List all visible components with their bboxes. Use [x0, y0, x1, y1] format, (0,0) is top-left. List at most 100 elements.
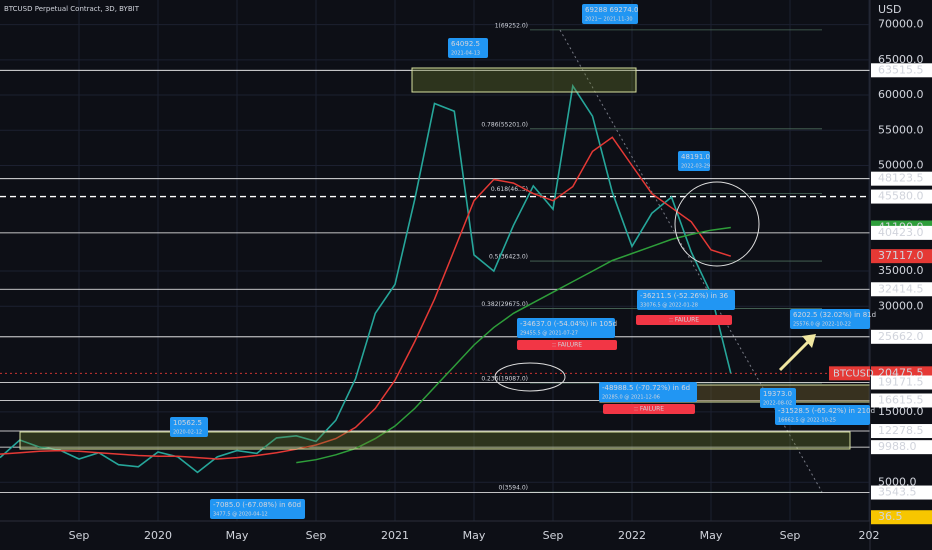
annotation-text: -36211.5 (-52.26%) in 36 [640, 292, 729, 300]
fib-label: 0.618(46..5) [491, 186, 528, 193]
price-badge [871, 329, 932, 344]
y-tick-label: 60000.0 [878, 88, 924, 101]
price-badge-label: 9988.0 [878, 440, 917, 453]
zone [19, 431, 851, 450]
axis-title: USD [878, 3, 902, 16]
price-badge-label: 48123.5 [878, 172, 924, 185]
price-badge-label: 3543.5 [878, 486, 917, 499]
annotation-box [170, 417, 208, 437]
annotation-box [582, 4, 638, 24]
plot: 1(69252.0) 0.786(55201.0) 0.618(46..5) 0.5(… [0, 0, 870, 521]
arrow-head [802, 334, 816, 348]
annotation-box [448, 38, 488, 58]
symbol-badge [829, 366, 870, 381]
price-badge [871, 189, 932, 204]
annotation-subtext: 2022-08-02 [763, 401, 792, 407]
annotation-box [760, 388, 796, 408]
annotation-box [775, 405, 870, 425]
series-line [0, 83, 732, 474]
annotation-text: 6202.5 (32.02%) in 81d [793, 311, 876, 319]
y-tick-label: 50000.0 [878, 158, 924, 171]
annotation-subtext: 2022-03-29 [681, 164, 710, 170]
annotation-box [210, 499, 305, 519]
trend-line [559, 29, 823, 493]
price-badge-label: 37117.0 [878, 249, 924, 262]
annotation-box [678, 151, 710, 171]
price-badge [871, 249, 932, 264]
annotation-text: -7085.0 (-67.08%) in 60d [213, 501, 301, 509]
price-badge [871, 225, 932, 240]
x-tick-label: May [700, 529, 723, 542]
annotation-subtext: 29455.5 @ 2021-07-27 [520, 331, 578, 337]
price-badge [871, 510, 932, 525]
annotation-subtext: 2021~ 2021-11-30 [585, 17, 633, 23]
failure-tag-label: :: FAILURE [552, 342, 582, 349]
failure-tag-label: :: FAILURE [634, 406, 664, 413]
x-tick-label: 2022 [618, 529, 646, 542]
zone [411, 67, 637, 93]
price-badge [871, 393, 932, 408]
annotation-subtext: 25576.0 @ 2022-10-22 [793, 322, 851, 328]
price-badge-label: 63515.5 [878, 63, 924, 76]
fib-label: 0(3594.0) [499, 485, 529, 492]
failure-tag [636, 315, 732, 325]
series-line [0, 136, 732, 460]
x-tick-label: May [463, 529, 486, 542]
price-badge-label: 16615.5 [878, 393, 924, 406]
annotation-subtext: 20285.0 @ 2021-12-06 [602, 395, 660, 401]
x-tick-label: Sep [780, 529, 801, 542]
price-badge [871, 375, 932, 390]
annotation-subtext: 16662.5 @ 2022-10-25 [778, 418, 836, 424]
price-badge-label: 12278.5 [878, 424, 924, 437]
annotation-text: 64092.5 [451, 40, 480, 48]
arrow [778, 336, 814, 372]
annotation-box [517, 318, 615, 338]
annotation-box [790, 309, 870, 329]
chart-title: BTCUSD Perpetual Contract, 3D, BYBIT [4, 5, 140, 13]
y-tick-label: 15000.0 [878, 405, 924, 418]
x-tick-label: 202 [859, 529, 880, 542]
annotation-text: -34637.0 (-54.04%) in 105d [520, 320, 617, 328]
annotation-text: -48988.5 (-70.72%) in 6d [602, 384, 690, 392]
circle [674, 181, 760, 267]
ellipse [494, 362, 566, 392]
annotation-subtext: 3477.5 @ 2020-04-12 [213, 512, 268, 518]
series-line [296, 226, 731, 464]
failure-tag [603, 404, 695, 414]
price-badge [871, 63, 932, 78]
annotation-text: 48191.0 [681, 153, 710, 161]
price-badge [871, 485, 932, 500]
annotation-text: -31528.5 (-65.42%) in 210d [778, 407, 875, 415]
price-badge [871, 282, 932, 297]
x-tick-label: 2020 [144, 529, 172, 542]
price-badge-label: 19171.5 [878, 376, 924, 389]
y-tick-label: 35000.0 [878, 264, 924, 277]
fib-label: 0.5(36423.0) [489, 254, 528, 261]
price-badge-label: 45580.0 [878, 190, 924, 203]
x-tick-label: 2021 [381, 529, 409, 542]
price-badge [871, 171, 932, 186]
price-badge [871, 424, 932, 439]
annotation-text: 10562.5 [173, 419, 202, 427]
price-badge-label: 40423.0 [878, 226, 924, 239]
fib-label: 0.382(29675.0) [481, 301, 528, 308]
fib-label: 0.236(19087.0) [481, 376, 528, 383]
y-tick-label: 70000.0 [878, 18, 924, 31]
price-badge-label: 32414.5 [878, 282, 924, 295]
y-tick-label: 5000.0 [878, 475, 917, 488]
price-badge-label: 25662.0 [878, 330, 924, 343]
price-badge-label: 36.5 [878, 510, 903, 523]
fib-label: 0.786(55201.0) [481, 121, 528, 128]
x-tick-label: Sep [306, 529, 327, 542]
annotation-box [599, 382, 697, 402]
y-tick-label: 65000.0 [878, 53, 924, 66]
failure-tag-label: :: FAILURE [669, 317, 699, 324]
annotation-subtext: 2021-04-13 [451, 51, 480, 57]
x-tick-label: May [226, 529, 249, 542]
y-tick-label: 55000.0 [878, 123, 924, 136]
annotation-subtext: 2020-02-12 [173, 430, 202, 436]
annotation-box [637, 290, 735, 310]
x-tick-label: Sep [69, 529, 90, 542]
x-tick-label: Sep [543, 529, 564, 542]
